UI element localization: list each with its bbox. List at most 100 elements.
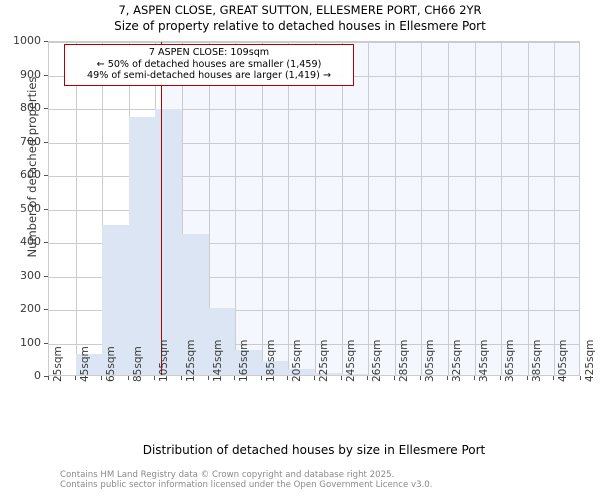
x-axis-tickmark — [127, 376, 129, 380]
x-axis-tick-label: 85sqm — [131, 346, 144, 382]
footer-line-1: Contains HM Land Registry data © Crown c… — [60, 470, 395, 480]
x-axis-tickmark — [154, 376, 156, 380]
y-axis-tickmark — [44, 175, 48, 176]
y-axis-tick-label: 800 — [20, 101, 41, 114]
x-axis-tickmark — [234, 376, 236, 380]
x-axis-tick-label: 125sqm — [185, 339, 197, 382]
x-axis-tickmark — [101, 376, 103, 380]
x-axis-tick-label: 385sqm — [530, 339, 543, 382]
x-axis-tick-label: 205sqm — [291, 339, 304, 382]
y-axis-tick-label: 500 — [20, 201, 41, 215]
x-axis-tick-label: 285sqm — [397, 339, 410, 382]
y-axis-tickmark — [44, 242, 48, 243]
histogram-bar — [75, 354, 103, 375]
x-axis-tick-label: 345sqm — [477, 339, 490, 382]
x-axis-tick-label: 45sqm — [78, 346, 91, 382]
chart-subtitle: Size of property relative to detached ho… — [114, 19, 486, 33]
gridline-horizontal — [49, 176, 579, 177]
x-axis-tickmark — [367, 376, 369, 380]
y-axis-label: Number of detached properties — [25, 76, 39, 258]
x-axis-tick-label: 365sqm — [504, 339, 517, 382]
property-marker-line — [160, 42, 163, 375]
gridline-horizontal — [49, 109, 579, 110]
y-axis-tickmark — [44, 376, 48, 377]
gridline-horizontal — [49, 42, 579, 43]
gridline-vertical — [448, 42, 449, 375]
y-axis-tickmark — [44, 108, 48, 109]
x-axis-tick-label: 105sqm — [158, 339, 171, 382]
gridline-vertical — [554, 42, 556, 375]
x-axis-tick-label: 65sqm — [105, 346, 118, 382]
gridline-horizontal — [49, 142, 579, 144]
attribution-footer: Contains HM Land Registry data © Crown c… — [60, 470, 580, 490]
gridline-vertical — [474, 42, 476, 375]
gridline-vertical — [527, 42, 529, 375]
x-axis-tickmark — [473, 376, 475, 380]
x-axis-tick-label: 225sqm — [318, 339, 330, 382]
histogram-bar — [208, 307, 236, 375]
histogram-bar — [261, 361, 289, 375]
y-axis-tick-label: 100 — [20, 335, 41, 349]
x-axis-tickmark — [526, 376, 528, 380]
gridline-vertical — [261, 42, 263, 375]
gridline-vertical — [394, 42, 396, 375]
y-axis-tick-label: 900 — [20, 67, 41, 81]
chart-title-block: 7, ASPEN CLOSE, GREAT SUTTON, ELLESMERE … — [0, 3, 600, 34]
x-axis-tick-label: 405sqm — [557, 339, 570, 382]
histogram-bar — [102, 224, 129, 375]
x-axis-tickmark — [393, 376, 395, 380]
y-axis-tick-label: 600 — [20, 168, 41, 181]
x-axis-tickmark — [314, 376, 315, 380]
y-axis-tickmark — [44, 275, 48, 277]
gridline-horizontal — [49, 310, 579, 311]
x-axis-tickmark — [420, 376, 422, 380]
gridline-vertical — [235, 42, 237, 375]
y-axis-tickmark — [44, 141, 48, 143]
y-axis-tick-label: 700 — [20, 134, 41, 148]
histogram-bar — [155, 109, 182, 375]
gridline-vertical — [288, 42, 290, 375]
annotation-line-1: 7 ASPEN CLOSE: 109sqm — [148, 47, 270, 58]
histogram-bar — [49, 374, 76, 375]
x-axis-tickmark — [207, 376, 209, 380]
x-axis-tickmark — [553, 376, 555, 380]
y-axis-tick-label: 300 — [20, 268, 41, 282]
histogram-bar — [182, 233, 209, 375]
gridline-horizontal — [49, 276, 579, 278]
x-axis-tick-label: 25sqm — [52, 346, 64, 382]
x-axis-tick-label: 425sqm — [584, 339, 596, 382]
y-axis-tick-label: 0 — [34, 369, 41, 382]
x-axis-tickmark — [287, 376, 289, 380]
gridline-vertical — [501, 42, 503, 375]
histogram-bar — [288, 368, 315, 375]
gridline-vertical — [182, 42, 183, 375]
annotation-line-2: ← 50% of detached houses are smaller (1,… — [96, 58, 322, 70]
x-axis-tick-label: 265sqm — [371, 339, 384, 382]
x-axis-tickmark — [447, 376, 448, 380]
gridline-vertical — [341, 42, 343, 375]
gridline-vertical — [208, 42, 210, 375]
x-axis-tick-label: 245sqm — [344, 339, 357, 382]
x-axis-tickmark — [580, 376, 581, 380]
gridline-vertical — [315, 42, 316, 375]
x-axis-tickmark — [48, 376, 49, 380]
y-axis-tick-label: 400 — [20, 235, 41, 248]
x-axis-tick-label: 325sqm — [451, 339, 463, 382]
y-axis-tick-label: 1000 — [13, 34, 41, 47]
x-axis-tick-label: 185sqm — [264, 339, 277, 382]
x-axis-tickmark — [181, 376, 182, 380]
gridline-vertical — [75, 42, 77, 375]
gridline-horizontal — [49, 243, 579, 244]
x-axis-tick-label: 305sqm — [424, 339, 437, 382]
y-axis-tickmark — [44, 41, 48, 42]
gridline-horizontal — [49, 343, 579, 345]
y-axis-tickmark — [44, 309, 48, 310]
y-axis-tick-label: 200 — [20, 302, 41, 315]
plot-area — [48, 41, 580, 376]
gridline-vertical — [421, 42, 423, 375]
y-axis-tickmark — [44, 342, 48, 344]
gridline-vertical — [368, 42, 370, 375]
histogram-bar — [128, 117, 156, 375]
x-axis-tickmark — [500, 376, 502, 380]
